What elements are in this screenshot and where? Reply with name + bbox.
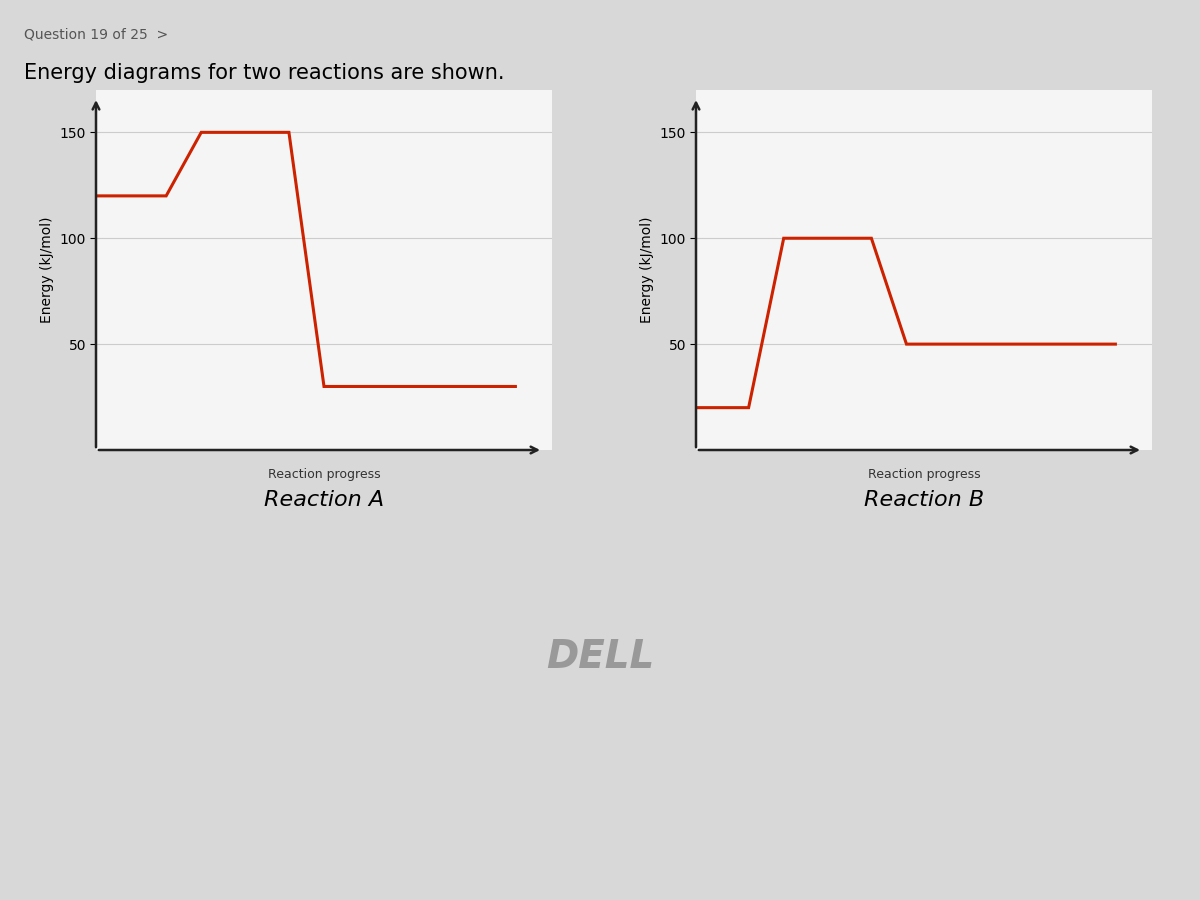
Y-axis label: Energy (kJ/mol): Energy (kJ/mol) (641, 217, 654, 323)
Y-axis label: Energy (kJ/mol): Energy (kJ/mol) (41, 217, 54, 323)
Text: Question 19 of 25  >: Question 19 of 25 > (24, 27, 168, 41)
Text: DELL: DELL (546, 638, 654, 676)
Text: Reaction A: Reaction A (264, 491, 384, 510)
Text: Reaction B: Reaction B (864, 491, 984, 510)
Text: Energy diagrams for two reactions are shown.: Energy diagrams for two reactions are sh… (24, 63, 504, 83)
Text: Reaction progress: Reaction progress (868, 468, 980, 481)
Text: Reaction progress: Reaction progress (268, 468, 380, 481)
